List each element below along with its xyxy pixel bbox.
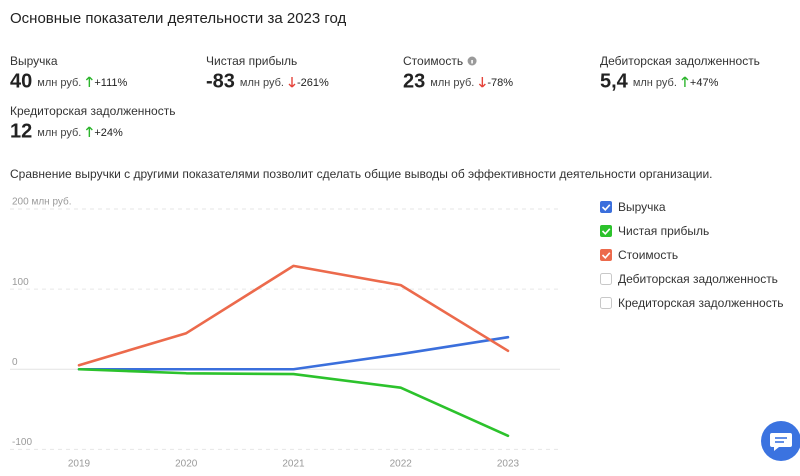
metric-unit: млн руб. [240,77,284,89]
legend-checkbox[interactable] [600,249,612,261]
metric-label: Кредиторская задолженность [10,104,175,118]
x-tick-label: 2020 [175,459,198,470]
trend-arrow [681,76,689,87]
trend-arrow [288,77,296,88]
legend-item[interactable]: Дебиторская задолженность [600,272,778,286]
metric-change: -78% [487,77,513,89]
legend-item[interactable]: Выручка [600,200,666,214]
info-icon-mark [471,60,473,64]
legend-item[interactable]: Стоимость [600,248,678,262]
legend-label[interactable]: Чистая прибыль [618,224,709,238]
chat-button[interactable] [761,421,800,461]
metric-change: +111% [94,77,127,89]
legend-checkbox[interactable] [600,201,612,213]
legend-label[interactable]: Дебиторская задолженность [618,272,778,286]
series-line [77,367,510,438]
metric-change: +47% [690,77,719,89]
series-line [77,335,510,371]
metric-label: Дебиторская задолженность [600,54,760,68]
trend-arrow [85,126,93,137]
x-tick-label: 2023 [497,459,520,470]
legend-item[interactable]: Кредиторская задолженность [600,296,784,310]
x-tick-label: 2022 [390,459,413,470]
metric-change: +24% [94,127,123,139]
page-title: Основные показатели деятельности за 2023… [10,10,347,27]
legend-checkbox[interactable] [600,273,612,285]
legend-item[interactable]: Чистая прибыль [600,224,709,238]
legend-label[interactable]: Кредиторская задолженность [618,296,783,310]
x-tick-label: 2021 [282,459,305,470]
metric-value: 12 [10,120,32,142]
metric-unit: млн руб. [37,77,81,89]
metric-label: Выручка [10,54,58,68]
metric-unit: млн руб. [633,77,677,89]
y-tick-label: -100 [12,437,32,448]
metric-value: 5,4 [600,70,629,92]
legend-check[interactable] [601,252,611,259]
metric-value: 40 [10,70,32,92]
series-line [77,264,510,367]
y-tick-label: 100 [12,277,29,288]
metric-label: Стоимость [403,54,463,68]
x-tick-label: 2019 [68,459,91,470]
metric-value: 23 [403,70,425,92]
metric-change: -261% [297,77,329,89]
legend-check[interactable] [601,228,611,235]
legend-check[interactable] [601,204,611,211]
legend-label[interactable]: Выручка [618,200,666,214]
metric-unit: млн руб. [37,127,81,139]
metric-label: Чистая прибыль [206,54,297,68]
metric-unit: млн руб. [430,77,474,89]
legend-label[interactable]: Стоимость [618,248,678,262]
trend-arrow [85,76,93,87]
legend-checkbox[interactable] [600,297,612,309]
metric-value: -83 [206,70,235,92]
description: Сравнение выручки с другими показателями… [10,167,713,181]
legend-checkbox[interactable] [600,225,612,237]
trend-arrow [478,77,486,88]
y-tick-label: 200 млн руб. [12,196,72,208]
y-tick-label: 0 [12,357,18,368]
